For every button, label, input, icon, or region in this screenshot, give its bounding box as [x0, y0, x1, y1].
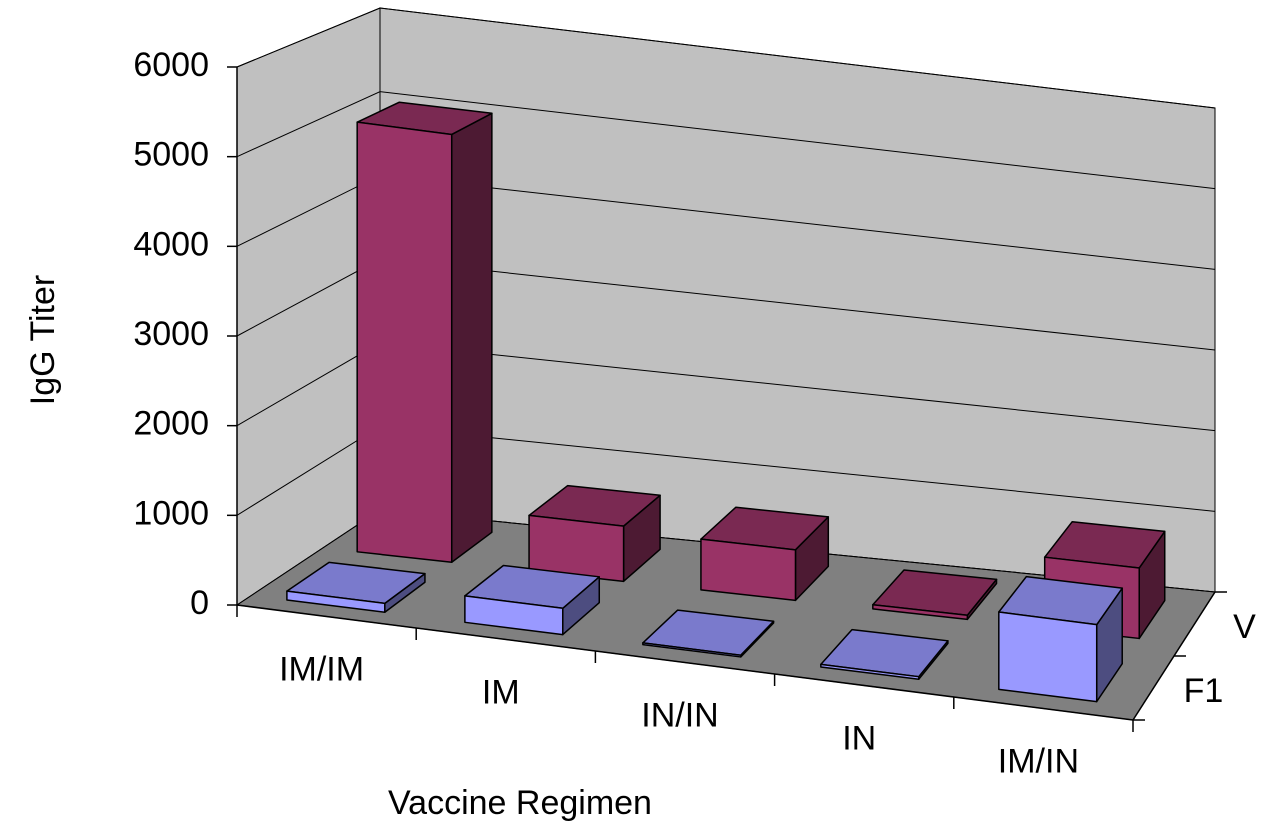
- y-tick-label: 1000: [133, 494, 209, 532]
- bar-front: [642, 642, 742, 658]
- y-tick-label: 6000: [133, 46, 209, 84]
- bar-front: [286, 590, 386, 614]
- series-label: V: [1233, 608, 1256, 646]
- bar: [998, 575, 1123, 703]
- grid-line: [236, 7, 1216, 109]
- y-tick-label: 5000: [133, 136, 209, 174]
- bar-front: [998, 611, 1098, 703]
- x-tick-label: IM/IM: [279, 650, 364, 688]
- bar: [642, 609, 775, 658]
- bar: [700, 506, 830, 602]
- bar: [528, 484, 661, 583]
- back-wall: [379, 7, 1216, 593]
- series-label: F1: [1184, 672, 1224, 710]
- x-tick-label: IN: [842, 719, 876, 757]
- y-tick-label: 0: [190, 584, 209, 622]
- bar: [464, 564, 601, 636]
- y-tick-label: 2000: [133, 405, 209, 443]
- bar-front: [464, 595, 564, 636]
- bar-front: [356, 121, 453, 564]
- x-tick-label: IM: [482, 673, 520, 711]
- bar-front: [872, 603, 969, 621]
- bar-front: [820, 663, 920, 681]
- y-axis-title: IgG Titer: [24, 275, 62, 405]
- y-tick-label: 4000: [133, 225, 209, 263]
- bar: [286, 561, 426, 614]
- x-tick-label: IM/IN: [998, 742, 1079, 780]
- x-axis-title: Vaccine Regimen: [388, 784, 652, 822]
- bar: [820, 628, 949, 681]
- x-axis: [236, 604, 1134, 721]
- y-tick-label: 3000: [133, 315, 209, 353]
- x-tick-label: IN/IN: [641, 696, 718, 734]
- bar: [356, 101, 493, 564]
- bar-front: [700, 538, 797, 602]
- bar-side: [450, 112, 493, 564]
- bar: [872, 569, 998, 621]
- grid-line: [236, 91, 1216, 190]
